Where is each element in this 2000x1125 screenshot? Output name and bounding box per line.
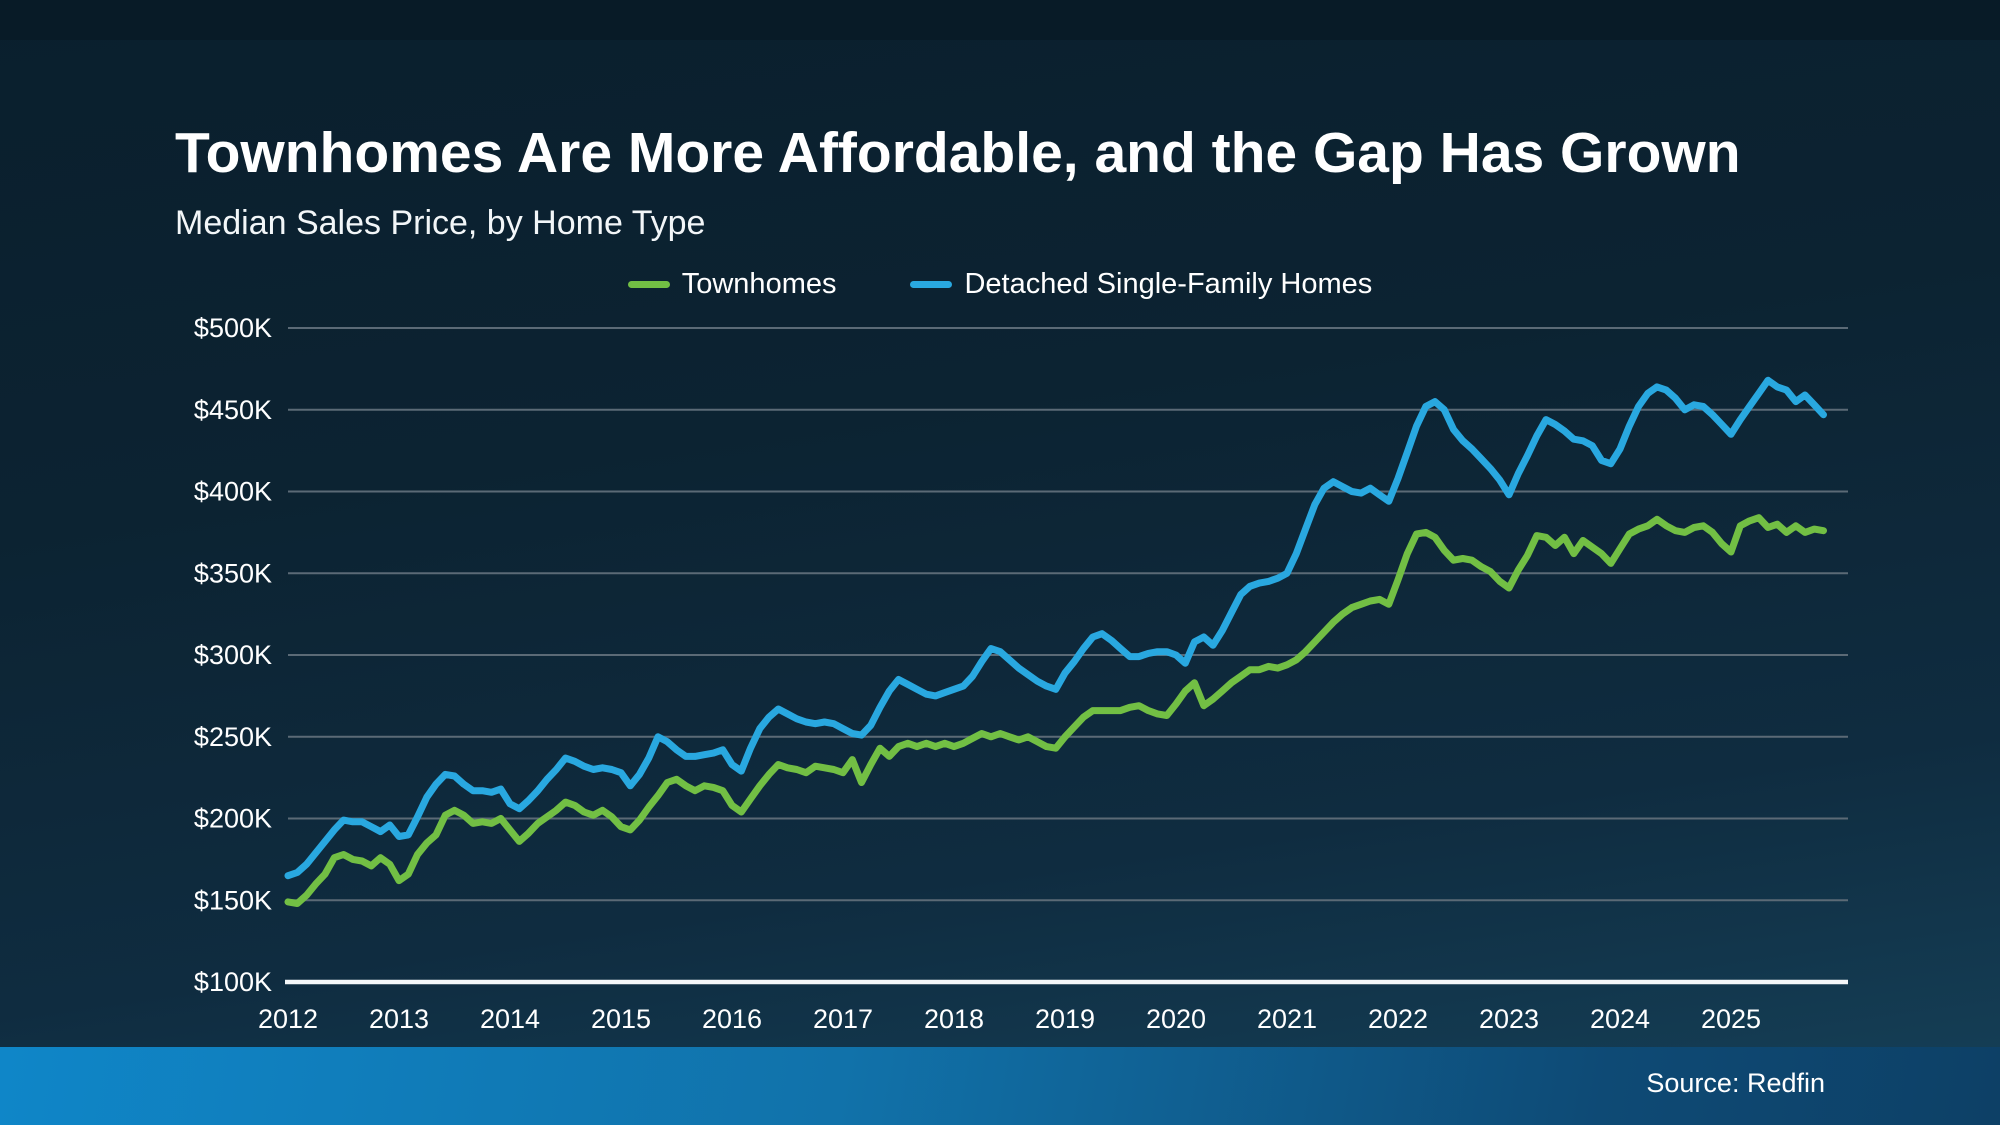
x-tick-label: 2018 [924, 1004, 984, 1034]
x-tick-label: 2014 [480, 1004, 540, 1034]
y-tick-label: $350K [194, 558, 272, 588]
x-tick-label: 2017 [813, 1004, 873, 1034]
x-tick-label: 2012 [258, 1004, 318, 1034]
x-tick-label: 2025 [1701, 1004, 1761, 1034]
y-tick-label: $150K [194, 885, 272, 915]
source-attribution: Source: Redfin [1646, 1068, 1825, 1098]
y-tick-label: $300K [194, 640, 272, 670]
legend-label-detached: Detached Single-Family Homes [964, 267, 1373, 300]
legend-label-townhomes: Townhomes [681, 267, 837, 300]
x-tick-label: 2016 [702, 1004, 762, 1034]
legend-item-townhomes: Townhomes [627, 267, 837, 301]
x-tick-label: 2021 [1257, 1004, 1317, 1034]
y-tick-label: $200K [194, 804, 272, 834]
chart-subtitle: Median Sales Price, by Home Type [175, 204, 706, 243]
y-tick-label: $100K [194, 967, 272, 997]
y-tick-label: $250K [194, 722, 272, 752]
legend-item-detached: Detached Single-Family Homes [910, 268, 1372, 301]
top-accent-strip [0, 0, 2000, 40]
x-tick-label: 2024 [1590, 1004, 1650, 1034]
footer-bar [0, 1047, 2000, 1125]
x-tick-label: 2020 [1146, 1004, 1206, 1034]
series-line-townhomes [284, 514, 1827, 907]
series-line-detached-single-family-homes [284, 376, 1827, 880]
y-tick-label: $400K [194, 477, 272, 507]
y-tick-label: $450K [194, 395, 272, 425]
chart-title: Townhomes Are More Affordable, and the G… [175, 121, 1741, 186]
legend-swatch-townhomes [627, 280, 670, 288]
x-tick-label: 2022 [1368, 1004, 1428, 1034]
chart-legend: Townhomes Detached Single-Family Homes [0, 263, 2000, 305]
legend-swatch-detached [910, 280, 953, 288]
x-tick-label: 2019 [1035, 1004, 1095, 1034]
y-tick-label: $500K [194, 313, 272, 343]
x-tick-label: 2013 [369, 1004, 429, 1034]
x-tick-label: 2015 [591, 1004, 651, 1034]
x-tick-label: 2023 [1479, 1004, 1539, 1034]
